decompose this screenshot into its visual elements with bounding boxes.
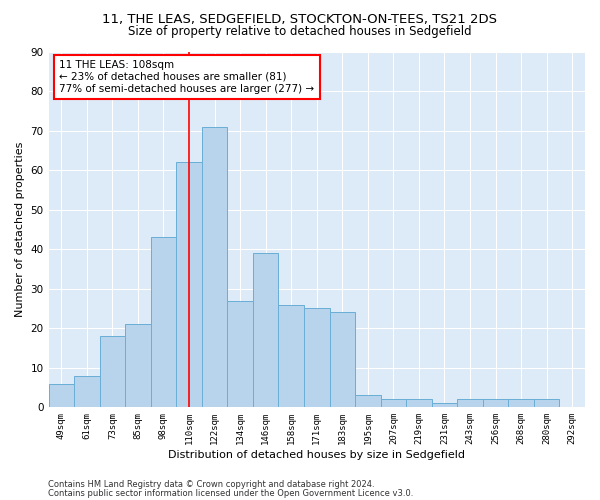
Bar xyxy=(432,404,457,407)
Y-axis label: Number of detached properties: Number of detached properties xyxy=(15,142,25,317)
Bar xyxy=(100,336,125,407)
Bar xyxy=(406,400,432,407)
Bar xyxy=(49,384,74,407)
Bar xyxy=(227,300,253,408)
Bar xyxy=(278,304,304,408)
Bar xyxy=(534,400,559,407)
Bar xyxy=(176,162,202,408)
Bar xyxy=(483,400,508,407)
Bar xyxy=(151,238,176,408)
Bar xyxy=(74,376,100,408)
Bar xyxy=(457,400,483,407)
Bar xyxy=(253,253,278,408)
Bar xyxy=(355,396,380,407)
Text: Size of property relative to detached houses in Sedgefield: Size of property relative to detached ho… xyxy=(128,25,472,38)
Bar xyxy=(125,324,151,407)
Bar xyxy=(202,126,227,408)
Text: Contains HM Land Registry data © Crown copyright and database right 2024.: Contains HM Land Registry data © Crown c… xyxy=(48,480,374,489)
Bar xyxy=(304,308,329,408)
Text: Contains public sector information licensed under the Open Government Licence v3: Contains public sector information licen… xyxy=(48,489,413,498)
Bar xyxy=(329,312,355,408)
Bar xyxy=(508,400,534,407)
Text: 11, THE LEAS, SEDGEFIELD, STOCKTON-ON-TEES, TS21 2DS: 11, THE LEAS, SEDGEFIELD, STOCKTON-ON-TE… xyxy=(103,12,497,26)
Text: 11 THE LEAS: 108sqm
← 23% of detached houses are smaller (81)
77% of semi-detach: 11 THE LEAS: 108sqm ← 23% of detached ho… xyxy=(59,60,314,94)
X-axis label: Distribution of detached houses by size in Sedgefield: Distribution of detached houses by size … xyxy=(168,450,465,460)
Bar xyxy=(380,400,406,407)
